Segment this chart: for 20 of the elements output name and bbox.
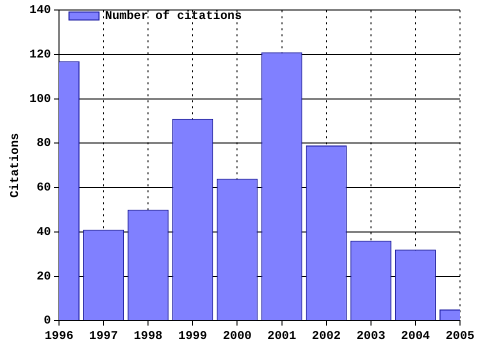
x-tick-label: 1998 [134, 328, 163, 343]
y-tick-label: 120 [29, 48, 52, 62]
y-tick-label: 60 [36, 180, 52, 195]
y-tick-label: 40 [36, 224, 52, 239]
y-tick-label: 20 [36, 269, 52, 284]
x-tick-label: 1999 [178, 328, 208, 343]
x-tick-label: 1996 [44, 328, 74, 343]
y-tick-label: 100 [29, 92, 52, 106]
x-tick-label: 2005 [446, 328, 474, 343]
x-tick-label: 2001 [267, 328, 296, 343]
y-tick-label: 80 [36, 136, 52, 150]
legend-label: Number of citations [105, 9, 242, 24]
y-axis-title: Citations [8, 132, 22, 198]
x-tick-label: 2000 [222, 328, 252, 343]
x-tick-label: 1997 [89, 328, 118, 343]
x-tick-label: 2004 [401, 328, 430, 343]
x-tick-label: 2003 [356, 328, 386, 343]
y-tick-label: 0 [44, 314, 52, 328]
y-tick-label: 140 [29, 3, 52, 18]
x-tick-label: 2002 [312, 328, 341, 343]
